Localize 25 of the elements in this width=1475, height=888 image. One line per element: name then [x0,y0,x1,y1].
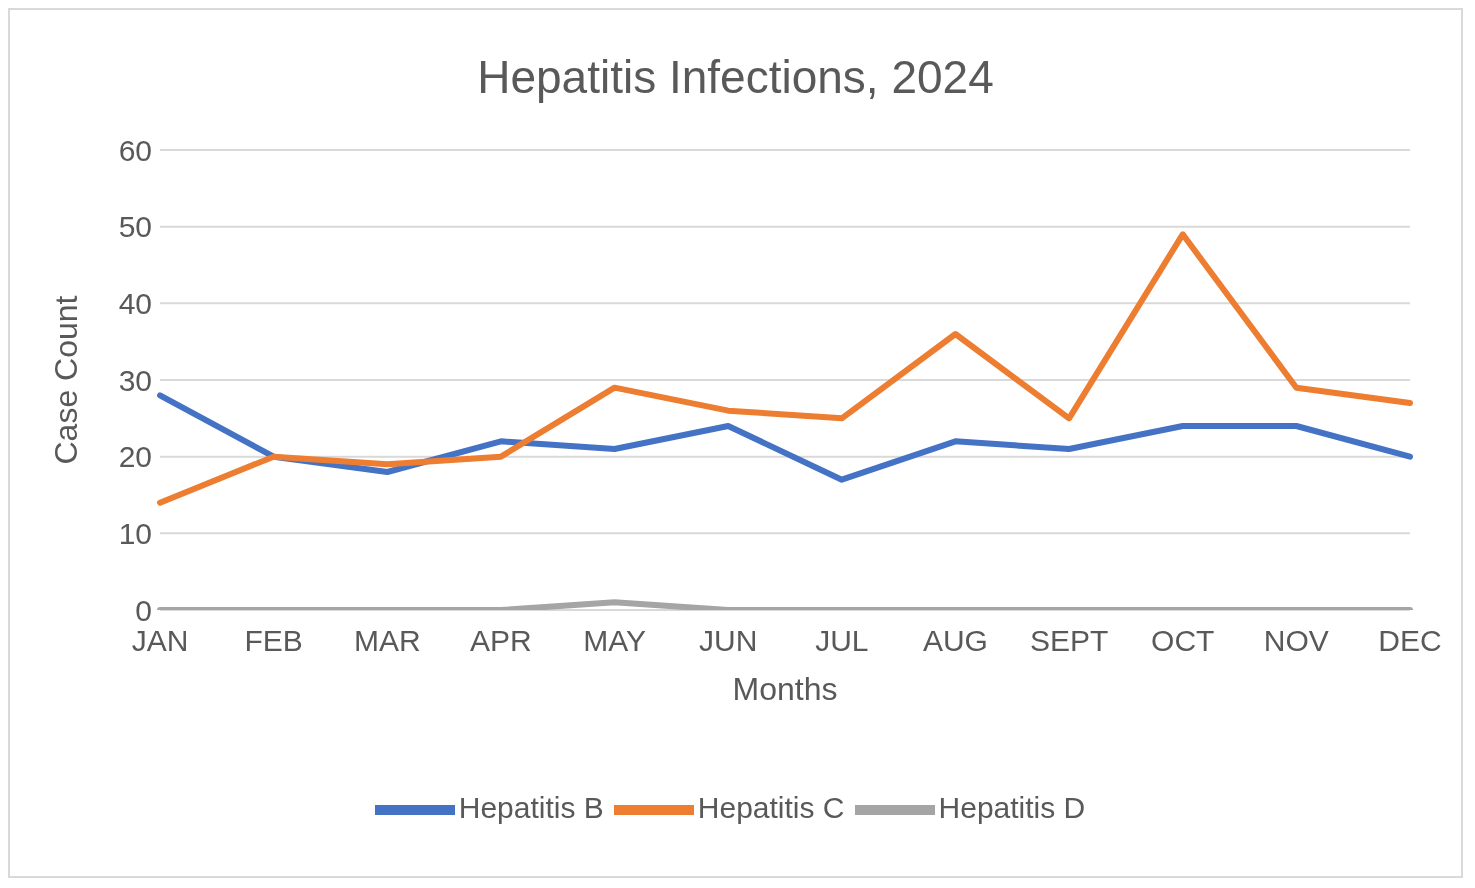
legend-label: Hepatitis D [938,790,1086,824]
x-tick-label: APR [470,624,532,658]
x-tick-label: NOV [1263,624,1329,658]
x-axis-title: Months [732,671,838,707]
x-tick-label: FEB [244,624,303,658]
x-tick-label: MAR [353,624,421,658]
x-tick-label: OCT [1151,624,1215,658]
y-tick-label: 20 [118,440,152,474]
x-tick-label: JAN [131,624,189,658]
legend-label: Hepatitis C [697,790,845,824]
x-tick-label: SEPT [1029,624,1109,658]
x-tick-label: JUL [815,624,869,658]
y-tick-label: 0 [135,593,152,627]
y-tick-label: 50 [118,210,152,244]
x-tick-label: DEC [1378,624,1442,658]
y-tick-label: 10 [118,516,152,550]
y-tick-label: 30 [118,363,152,397]
legend-label: Hepatitis B [458,790,604,824]
x-tick-label: AUG [922,624,988,658]
y-tick-label: 40 [118,286,152,320]
x-tick-label: JUN [699,624,758,658]
chart-title: Hepatitis Infections, 2024 [476,50,995,105]
x-tick-label: MAY [583,624,646,658]
y-tick-label: 60 [118,133,152,167]
y-axis-title: Case Count [48,295,85,465]
